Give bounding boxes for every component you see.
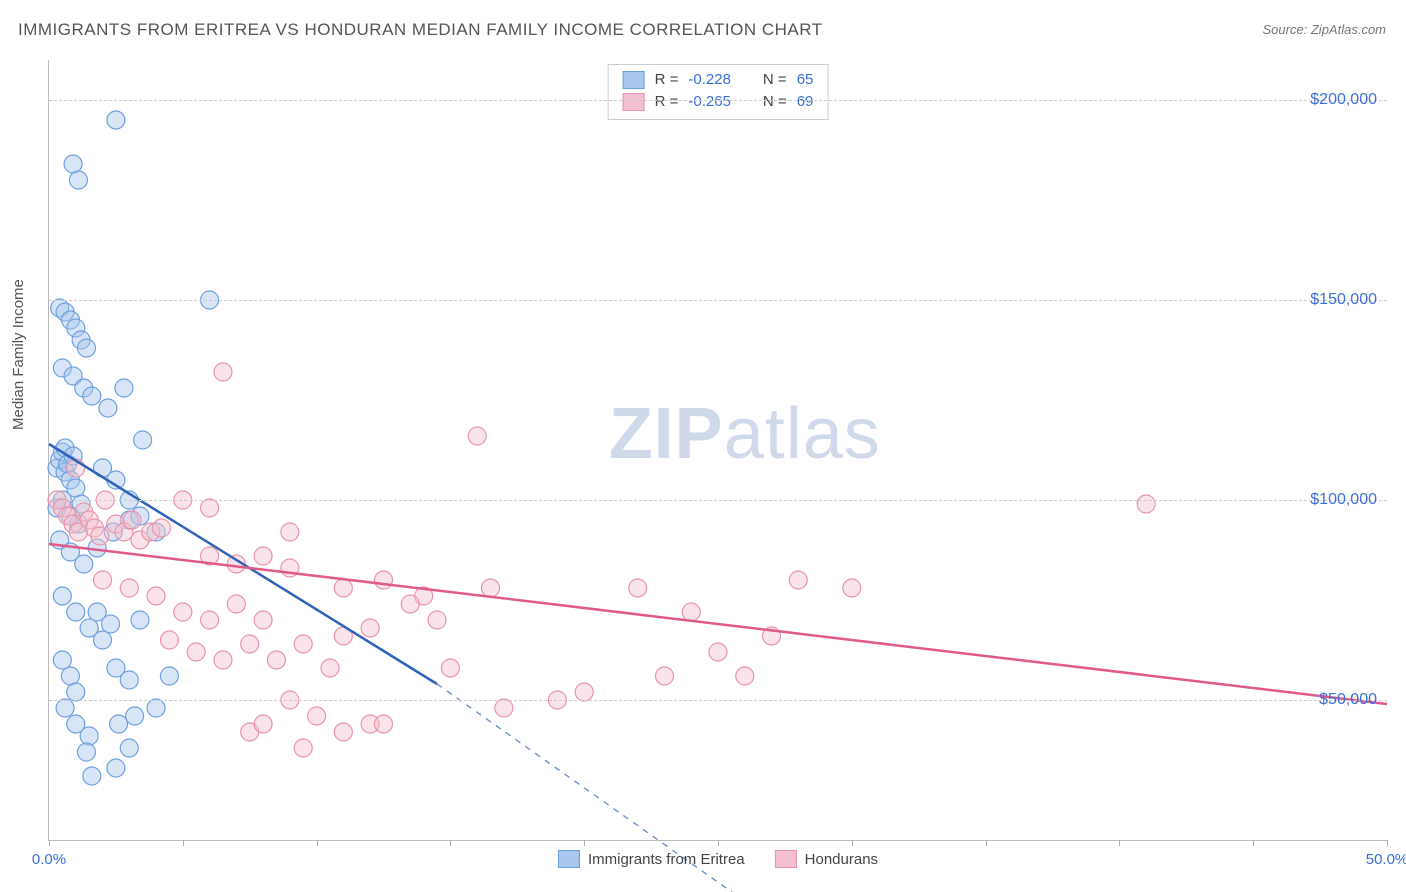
x-tick: [986, 840, 987, 846]
legend-row-honduran: R = -0.265 N = 69: [623, 91, 814, 113]
n-value-honduran: 69: [797, 91, 814, 113]
gridline: [49, 300, 1387, 301]
gridline: [49, 100, 1387, 101]
legend-row-eritrea: R = -0.228 N = 65: [623, 69, 814, 91]
legend-item-honduran: Hondurans: [775, 850, 878, 868]
x-tick: [718, 840, 719, 846]
swatch-honduran: [623, 93, 645, 111]
scatter-plot-svg: [49, 60, 1387, 840]
n-label: N =: [763, 91, 787, 113]
chart-area: ZIPatlas R = -0.228 N = 65 R = -0.265 N …: [48, 60, 1387, 841]
x-tick: [584, 840, 585, 846]
series-label-eritrea: Immigrants from Eritrea: [588, 851, 745, 868]
x-tick: [1387, 840, 1388, 846]
x-tick: [852, 840, 853, 846]
x-tick: [183, 840, 184, 846]
legend-series: Immigrants from Eritrea Hondurans: [558, 850, 878, 868]
x-tick: [1253, 840, 1254, 846]
x-tick: [49, 840, 50, 846]
swatch-eritrea-bottom: [558, 850, 580, 868]
y-tick-label: $50,000: [1319, 691, 1377, 709]
r-value-eritrea: -0.228: [688, 69, 731, 91]
swatch-eritrea: [623, 71, 645, 89]
chart-title: IMMIGRANTS FROM ERITREA VS HONDURAN MEDI…: [18, 20, 823, 40]
r-label: R =: [655, 69, 679, 91]
gridline: [49, 700, 1387, 701]
x-tick: [317, 840, 318, 846]
y-tick-label: $100,000: [1310, 491, 1377, 509]
series-label-honduran: Hondurans: [805, 851, 878, 868]
x-tick: [1119, 840, 1120, 846]
r-value-honduran: -0.265: [688, 91, 731, 113]
y-tick-label: $150,000: [1310, 291, 1377, 309]
n-label: N =: [763, 69, 787, 91]
r-label: R =: [655, 91, 679, 113]
x-tick-label: 0.0%: [32, 851, 66, 868]
x-tick: [450, 840, 451, 846]
source-label: Source: ZipAtlas.com: [1262, 22, 1386, 37]
legend-correlation: R = -0.228 N = 65 R = -0.265 N = 69: [608, 64, 829, 120]
x-tick-label: 50.0%: [1366, 851, 1406, 868]
y-axis-label: Median Family Income: [10, 279, 27, 430]
n-value-eritrea: 65: [797, 69, 814, 91]
y-tick-label: $200,000: [1310, 91, 1377, 109]
gridline: [49, 500, 1387, 501]
swatch-honduran-bottom: [775, 850, 797, 868]
legend-item-eritrea: Immigrants from Eritrea: [558, 850, 745, 868]
